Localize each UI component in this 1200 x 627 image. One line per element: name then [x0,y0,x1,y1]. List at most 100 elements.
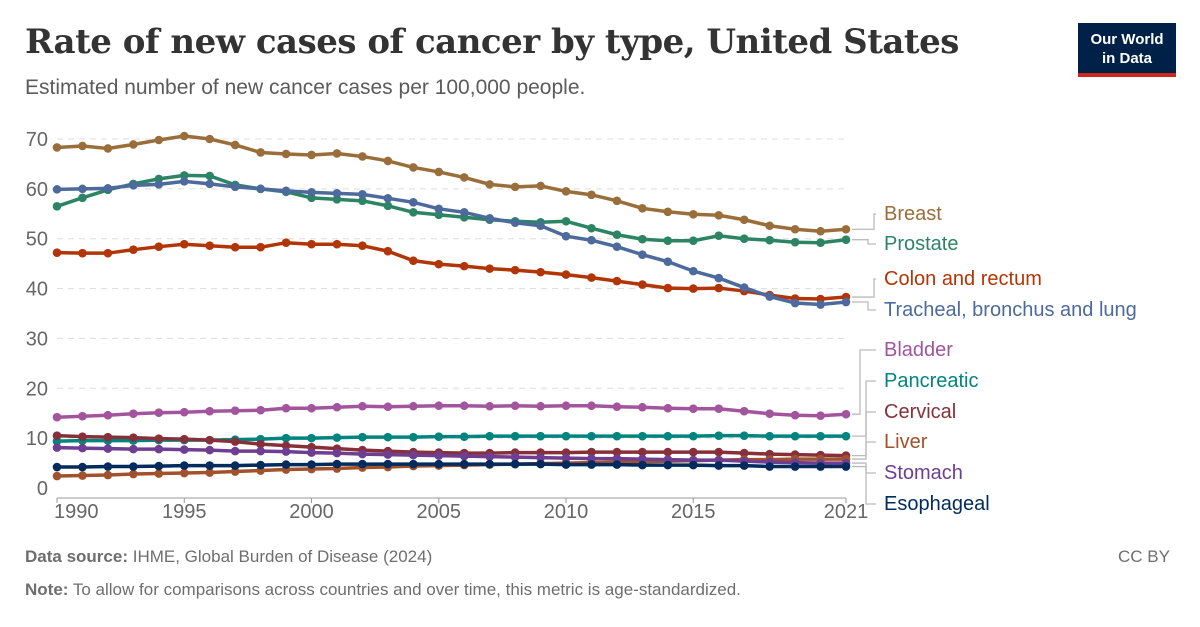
legend-label: Colon and rectum [884,268,1042,290]
data-point [536,221,545,231]
data-point [307,448,316,457]
data-point [154,444,164,454]
data-point [459,459,469,469]
data-point [638,447,647,457]
data-point [485,459,494,469]
data-point [510,459,520,469]
x-tick-label: 2015 [671,501,716,523]
legend-connector [852,411,876,457]
data-point [154,180,164,189]
data-point [129,462,138,471]
legend-connector [852,239,876,245]
data-point [434,401,444,411]
data-point [459,173,469,182]
data-point [179,468,189,478]
data-point [205,134,215,144]
data-point [332,433,342,442]
data-point [816,238,825,248]
data-point [663,257,673,266]
y-tick-label: 40 [26,279,48,301]
data-point [434,432,444,441]
data-point [358,401,367,411]
data-point [383,246,393,256]
data-point [230,467,240,476]
data-point [638,454,647,464]
legend-connector [852,462,876,474]
data-point [688,404,698,414]
data-point [281,403,291,413]
data-point [612,402,622,412]
data-point [612,196,622,206]
data-point [587,431,596,441]
data-point [459,207,469,217]
data-point [103,144,113,153]
data-point [332,448,342,458]
data-point [638,402,647,412]
data-point [663,236,673,246]
data-point [816,226,825,236]
data-point [281,433,291,443]
data-point [52,202,62,211]
data-point [638,460,647,470]
data-point [205,461,215,470]
y-tick-label: 0 [37,478,48,500]
data-point [409,450,418,460]
legend-label: Breast [884,203,942,225]
data-point [739,234,749,244]
series-line-colon-and-rectum [56,240,847,301]
source-link[interactable]: IHME, Global Burden of Disease (2024) [132,547,433,566]
data-point [587,223,596,233]
data-point [663,447,673,457]
data-point [612,447,622,457]
owid-logo[interactable]: Our World in Data [1078,23,1176,77]
series-line-tracheal-bronchus-and-lung [56,179,847,307]
data-point [179,407,189,417]
data-point [103,432,113,442]
data-point [383,450,393,459]
data-point [281,460,291,469]
legend-label: Esophageal [884,493,990,515]
data-point [561,270,571,279]
data-point [612,431,622,441]
data-point [485,180,494,189]
data-point [841,224,851,234]
data-point [790,410,800,420]
data-point [536,267,545,277]
data-point [714,210,724,220]
data-point [129,140,138,149]
data-point [561,216,571,226]
data-point [510,452,520,462]
data-point [561,431,571,441]
y-tick-label: 60 [26,179,48,201]
data-point [281,186,291,196]
data-point [841,462,851,471]
data-point [638,431,647,441]
data-point [409,432,418,442]
data-point [358,190,367,199]
data-point [129,409,138,419]
data-point [510,265,520,275]
data-point [154,408,164,418]
data-point [459,432,469,441]
data-point [256,446,265,456]
data-point [205,445,215,455]
data-point [179,239,189,249]
data-point [816,431,825,441]
x-tick-label: 1995 [162,501,207,523]
data-point [790,298,800,308]
legend-connector [852,213,876,230]
data-point [332,149,342,158]
legend-connector [852,349,876,415]
data-point [739,215,749,225]
data-point [179,171,189,180]
data-point [358,152,367,161]
license[interactable]: CC BY [1118,547,1170,566]
legend-connector [852,380,876,437]
data-point [307,403,316,413]
data-point [332,459,342,469]
data-point [816,300,825,309]
data-point [485,213,494,223]
data-point [510,182,520,192]
data-point [256,405,265,415]
